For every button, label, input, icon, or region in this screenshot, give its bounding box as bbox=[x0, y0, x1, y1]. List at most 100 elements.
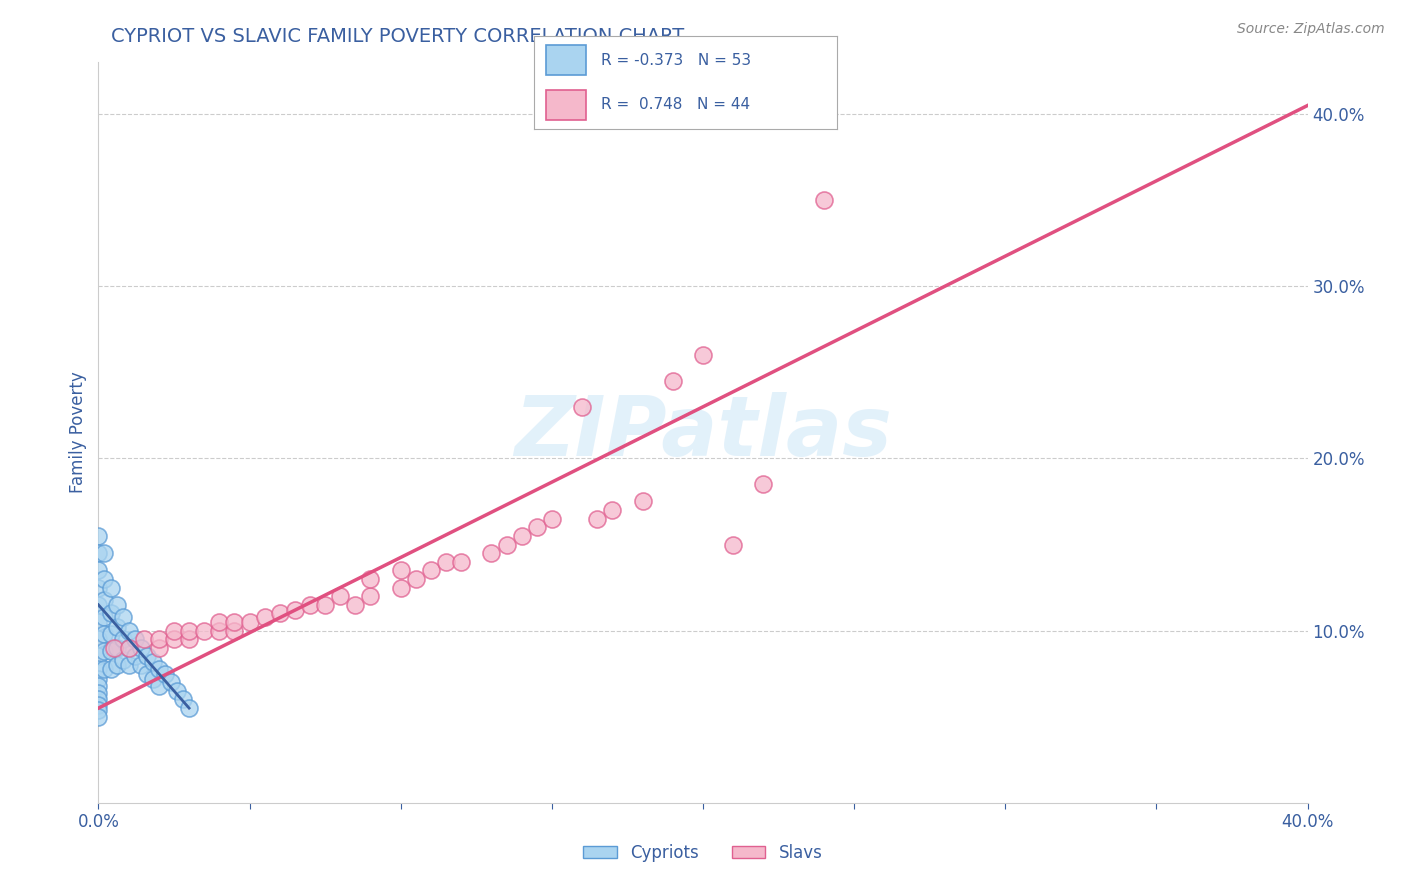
Point bbox=[166, 684, 188, 698]
Point bbox=[87, 563, 110, 577]
Point bbox=[132, 632, 155, 647]
Point bbox=[179, 624, 201, 638]
Point bbox=[269, 607, 291, 621]
Point bbox=[87, 598, 110, 612]
Point bbox=[87, 615, 110, 629]
Point bbox=[360, 572, 382, 586]
Text: R = -0.373   N = 53: R = -0.373 N = 53 bbox=[600, 53, 751, 68]
Point bbox=[179, 632, 201, 647]
Point bbox=[692, 348, 714, 362]
Y-axis label: Family Poverty: Family Poverty bbox=[69, 372, 87, 493]
Point bbox=[284, 603, 307, 617]
Point bbox=[111, 653, 134, 667]
Point bbox=[253, 610, 276, 624]
Bar bbox=[547, 45, 586, 75]
Point bbox=[224, 615, 246, 629]
Point bbox=[314, 598, 336, 612]
Point bbox=[124, 649, 146, 664]
Point bbox=[129, 658, 152, 673]
Text: ZIPatlas: ZIPatlas bbox=[515, 392, 891, 473]
Point bbox=[87, 581, 110, 595]
Point bbox=[540, 512, 562, 526]
Point bbox=[87, 692, 110, 706]
Point bbox=[360, 589, 382, 603]
Point bbox=[87, 698, 110, 712]
Point bbox=[103, 640, 125, 655]
Point bbox=[118, 640, 141, 655]
Point bbox=[434, 555, 457, 569]
Point bbox=[481, 546, 503, 560]
Point bbox=[160, 675, 183, 690]
Point bbox=[87, 672, 110, 686]
Point bbox=[100, 644, 122, 658]
Point bbox=[105, 640, 128, 655]
Point bbox=[118, 640, 141, 655]
Point bbox=[93, 610, 115, 624]
Point bbox=[87, 546, 110, 560]
Text: R =  0.748   N = 44: R = 0.748 N = 44 bbox=[600, 97, 749, 112]
Point bbox=[148, 640, 170, 655]
Point bbox=[631, 494, 654, 508]
Point bbox=[148, 679, 170, 693]
Point bbox=[118, 624, 141, 638]
Point bbox=[124, 632, 146, 647]
Point bbox=[153, 666, 176, 681]
Point bbox=[100, 627, 122, 641]
Point bbox=[118, 658, 141, 673]
Point bbox=[129, 640, 152, 655]
Point bbox=[93, 661, 115, 675]
Point bbox=[389, 563, 412, 577]
Point bbox=[87, 632, 110, 647]
Point bbox=[495, 537, 517, 551]
Point bbox=[100, 661, 122, 675]
Point bbox=[100, 581, 122, 595]
Point bbox=[105, 598, 128, 612]
Point bbox=[723, 537, 745, 551]
Point bbox=[93, 546, 115, 560]
Point bbox=[420, 563, 443, 577]
Point bbox=[87, 685, 110, 699]
Point bbox=[208, 615, 231, 629]
Point bbox=[193, 624, 215, 638]
Point bbox=[405, 572, 427, 586]
Point bbox=[105, 620, 128, 634]
Point bbox=[148, 661, 170, 675]
Point bbox=[602, 503, 624, 517]
Text: CYPRIOT VS SLAVIC FAMILY POVERTY CORRELATION CHART: CYPRIOT VS SLAVIC FAMILY POVERTY CORRELA… bbox=[111, 27, 683, 45]
Point bbox=[239, 615, 262, 629]
Text: Source: ZipAtlas.com: Source: ZipAtlas.com bbox=[1237, 22, 1385, 37]
Point bbox=[510, 529, 533, 543]
Point bbox=[142, 672, 165, 686]
Point bbox=[450, 555, 472, 569]
Point bbox=[87, 679, 110, 693]
Point bbox=[87, 703, 110, 717]
Point bbox=[87, 649, 110, 664]
Point bbox=[586, 512, 609, 526]
Point bbox=[111, 632, 134, 647]
Point bbox=[148, 632, 170, 647]
Point bbox=[135, 666, 157, 681]
Point bbox=[93, 627, 115, 641]
Point bbox=[105, 658, 128, 673]
Point bbox=[179, 701, 201, 715]
Point bbox=[661, 374, 683, 388]
Point bbox=[93, 644, 115, 658]
Point bbox=[224, 624, 246, 638]
Point bbox=[571, 400, 593, 414]
Point bbox=[389, 581, 412, 595]
Point bbox=[93, 592, 115, 607]
Point bbox=[100, 607, 122, 621]
Point bbox=[163, 632, 186, 647]
Point bbox=[135, 649, 157, 664]
Point bbox=[111, 610, 134, 624]
Point bbox=[87, 529, 110, 543]
Point bbox=[172, 692, 194, 706]
Point bbox=[93, 572, 115, 586]
Point bbox=[163, 624, 186, 638]
Point bbox=[526, 520, 548, 534]
Point bbox=[329, 589, 352, 603]
Point bbox=[87, 661, 110, 675]
Bar bbox=[547, 90, 586, 120]
Point bbox=[142, 655, 165, 669]
Point bbox=[299, 598, 322, 612]
